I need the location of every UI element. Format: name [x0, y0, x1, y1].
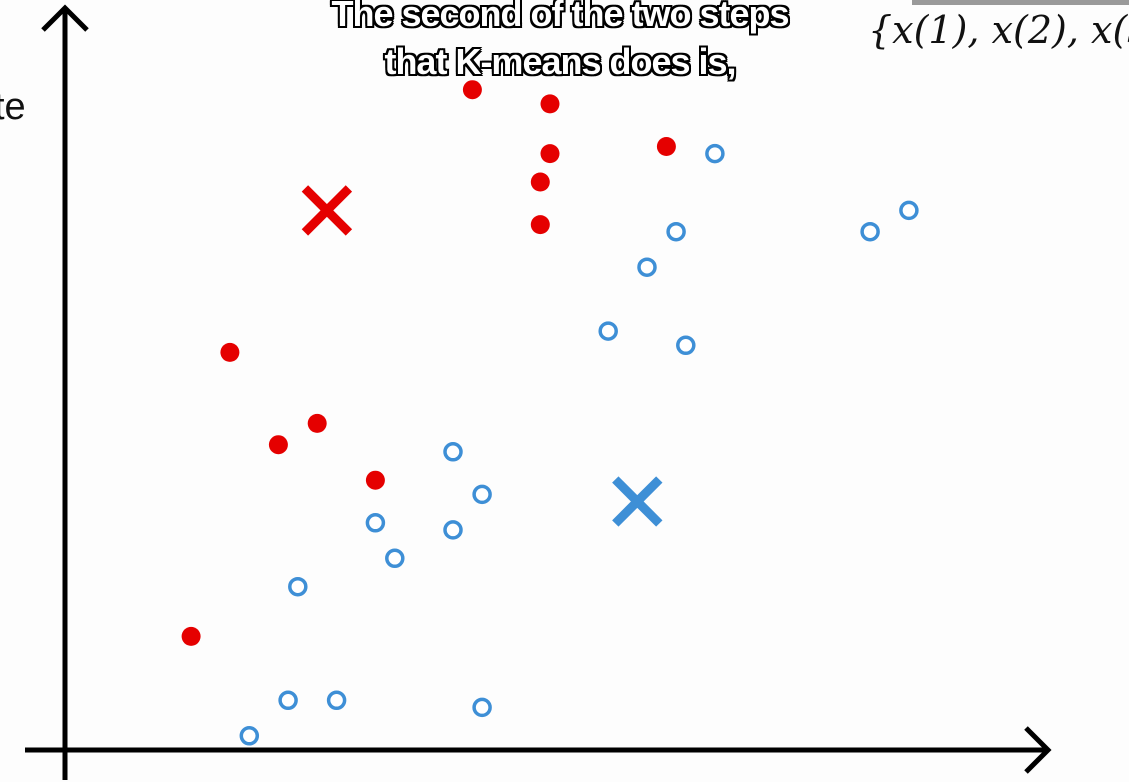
red-data-point [462, 80, 482, 100]
blue-data-point [365, 513, 386, 533]
centroid-stroke [301, 185, 353, 236]
blue-data-point [676, 335, 696, 356]
blue-data-point [443, 442, 463, 462]
red-data-point [220, 342, 240, 362]
centroids [301, 185, 663, 527]
blue-data-point [472, 697, 492, 718]
blue-data-point [239, 726, 260, 746]
blue-data-point [385, 548, 405, 569]
red-data-point [540, 94, 560, 114]
dataset-formula-fragment: {x(1), x(2), x(3 [868, 8, 1129, 52]
red-data-point [540, 144, 560, 164]
blue-data-point [899, 200, 919, 221]
window-edge-bar [912, 0, 1129, 5]
blue-data-point [443, 520, 463, 540]
red-data-point [365, 470, 385, 490]
red-data-point [181, 626, 201, 646]
red-centroid-marker [301, 185, 353, 236]
y-axis-arrowhead [41, 4, 89, 32]
red-data-point [530, 172, 550, 192]
subtitle-line-2: that K-means does is, [384, 41, 736, 82]
red-data-point [656, 137, 676, 156]
blue-data-point [637, 257, 657, 277]
x-axis-arrowhead [1024, 726, 1052, 774]
blue-data-point [472, 484, 492, 505]
centroid-stroke [612, 476, 663, 527]
red-data-point [268, 435, 288, 455]
blue-centroid-marker [612, 476, 663, 527]
blue-data-point [288, 576, 308, 597]
blue-data-point [705, 143, 725, 164]
red-data-point [307, 413, 327, 433]
blue-data-point [666, 221, 686, 242]
blue-data-point [860, 221, 880, 242]
red-data-point [530, 215, 550, 235]
subtitle-line-1: The second of the two steps [331, 0, 789, 34]
blue-data-point [598, 321, 618, 341]
y-axis-label-fragment: te [0, 86, 26, 128]
blue-data-point [326, 690, 347, 711]
blue-data-point [278, 690, 298, 711]
data-points [181, 80, 919, 746]
axes [25, 4, 1052, 780]
